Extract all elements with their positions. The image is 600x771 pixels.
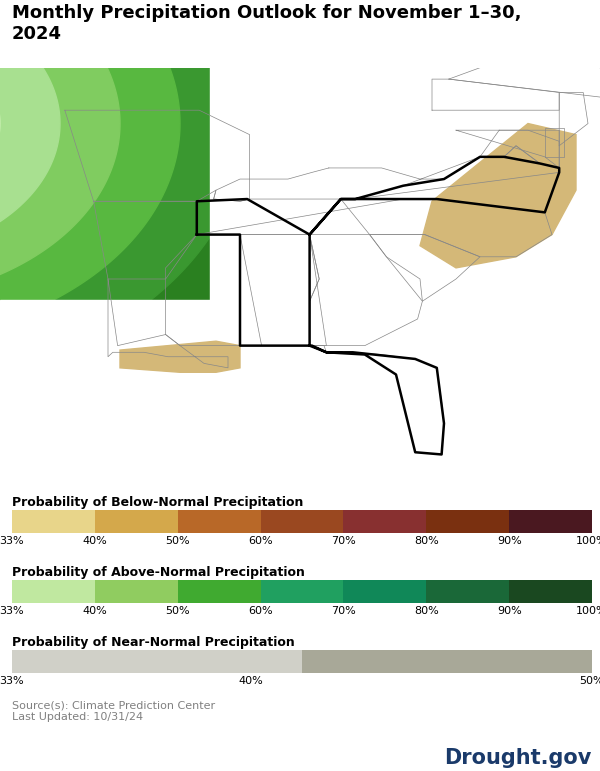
Polygon shape xyxy=(0,0,60,258)
Bar xyxy=(95,580,178,603)
Bar xyxy=(178,510,260,533)
Text: 33%: 33% xyxy=(0,606,25,616)
Text: 40%: 40% xyxy=(238,676,263,686)
Text: 50%: 50% xyxy=(166,606,190,616)
Text: Drought.gov: Drought.gov xyxy=(445,748,592,768)
Text: 60%: 60% xyxy=(248,536,273,546)
Polygon shape xyxy=(0,0,318,440)
Text: 60%: 60% xyxy=(248,606,273,616)
Text: 80%: 80% xyxy=(414,536,439,546)
Bar xyxy=(302,650,592,673)
Text: 40%: 40% xyxy=(82,606,107,616)
Bar xyxy=(12,580,95,603)
Polygon shape xyxy=(210,25,600,490)
Bar xyxy=(343,580,426,603)
Text: 90%: 90% xyxy=(497,606,521,616)
Polygon shape xyxy=(0,300,210,490)
Bar xyxy=(12,650,302,673)
Text: 40%: 40% xyxy=(82,536,107,546)
Bar xyxy=(426,510,509,533)
Text: 33%: 33% xyxy=(0,536,25,546)
Polygon shape xyxy=(0,0,180,343)
Bar xyxy=(260,510,343,533)
Text: 70%: 70% xyxy=(331,606,356,616)
Text: 100%: 100% xyxy=(576,606,600,616)
Bar xyxy=(95,510,178,533)
Text: Probability of Above-Normal Precipitation: Probability of Above-Normal Precipitatio… xyxy=(12,566,305,579)
Text: 50%: 50% xyxy=(166,536,190,546)
Text: 80%: 80% xyxy=(414,606,439,616)
Polygon shape xyxy=(120,342,240,372)
Polygon shape xyxy=(420,123,576,268)
Text: Monthly Precipitation Outlook for November 1–30,
2024: Monthly Precipitation Outlook for Novemb… xyxy=(12,4,521,43)
Text: Probability of Below-Normal Precipitation: Probability of Below-Normal Precipitatio… xyxy=(12,496,304,509)
Text: 70%: 70% xyxy=(331,536,356,546)
Polygon shape xyxy=(0,0,120,301)
Bar xyxy=(509,510,592,533)
Polygon shape xyxy=(0,0,246,389)
Bar xyxy=(178,580,260,603)
Text: Probability of Near-Normal Precipitation: Probability of Near-Normal Precipitation xyxy=(12,636,295,649)
Bar xyxy=(509,580,592,603)
Bar xyxy=(260,580,343,603)
Text: 33%: 33% xyxy=(0,676,25,686)
Text: Source(s): Climate Prediction Center
Last Updated: 10/31/24: Source(s): Climate Prediction Center Las… xyxy=(12,700,215,722)
Bar xyxy=(426,580,509,603)
Text: 50%: 50% xyxy=(580,676,600,686)
Text: 90%: 90% xyxy=(497,536,521,546)
Text: 100%: 100% xyxy=(576,536,600,546)
Bar xyxy=(12,510,95,533)
Bar xyxy=(343,510,426,533)
